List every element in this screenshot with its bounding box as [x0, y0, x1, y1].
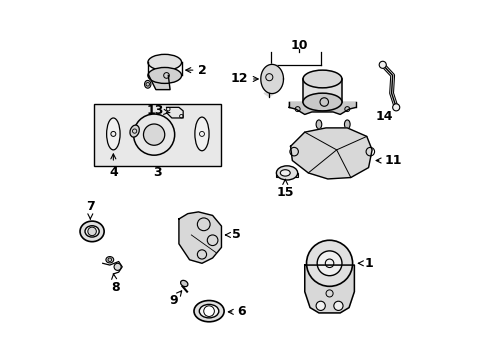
Ellipse shape	[315, 120, 321, 129]
Text: 9: 9	[169, 291, 182, 307]
Bar	[94, 104, 221, 166]
Text: 6: 6	[228, 305, 245, 318]
Ellipse shape	[194, 301, 224, 322]
Ellipse shape	[80, 221, 104, 242]
Text: 2: 2	[185, 64, 207, 77]
Ellipse shape	[303, 93, 341, 111]
Polygon shape	[166, 107, 183, 118]
Ellipse shape	[344, 120, 349, 129]
Text: 5: 5	[225, 229, 241, 242]
Ellipse shape	[85, 226, 99, 237]
Ellipse shape	[280, 170, 290, 176]
Circle shape	[392, 104, 399, 111]
Text: 8: 8	[111, 274, 119, 293]
Text: 13: 13	[147, 104, 170, 117]
Ellipse shape	[106, 257, 114, 263]
Text: 15: 15	[276, 179, 293, 199]
Circle shape	[88, 227, 96, 236]
Circle shape	[333, 301, 343, 310]
Ellipse shape	[147, 54, 181, 70]
Text: 14: 14	[375, 111, 392, 123]
Text: 11: 11	[375, 154, 401, 167]
Polygon shape	[264, 93, 274, 97]
Ellipse shape	[130, 125, 139, 137]
Circle shape	[306, 240, 352, 286]
Circle shape	[114, 263, 121, 270]
Polygon shape	[260, 64, 283, 94]
Ellipse shape	[147, 67, 181, 84]
Ellipse shape	[276, 166, 297, 180]
Circle shape	[317, 251, 341, 276]
Polygon shape	[290, 128, 371, 179]
Bar	[303, 79, 341, 102]
Text: 1: 1	[358, 257, 373, 270]
Ellipse shape	[303, 70, 341, 88]
Ellipse shape	[199, 305, 218, 318]
Ellipse shape	[106, 118, 120, 150]
Text: 10: 10	[290, 39, 307, 52]
Bar	[276, 173, 297, 177]
Ellipse shape	[195, 117, 209, 151]
Text: 12: 12	[230, 72, 258, 85]
Polygon shape	[179, 212, 221, 263]
Polygon shape	[304, 265, 354, 313]
Circle shape	[143, 124, 164, 145]
Circle shape	[133, 114, 174, 155]
Polygon shape	[148, 76, 170, 90]
Circle shape	[378, 61, 386, 68]
Ellipse shape	[180, 280, 187, 287]
Circle shape	[203, 306, 214, 316]
Text: 7: 7	[86, 200, 95, 219]
Circle shape	[315, 301, 325, 310]
Ellipse shape	[144, 80, 151, 88]
Polygon shape	[288, 102, 355, 114]
Text: 4: 4	[109, 154, 118, 179]
Text: 3: 3	[153, 166, 162, 179]
